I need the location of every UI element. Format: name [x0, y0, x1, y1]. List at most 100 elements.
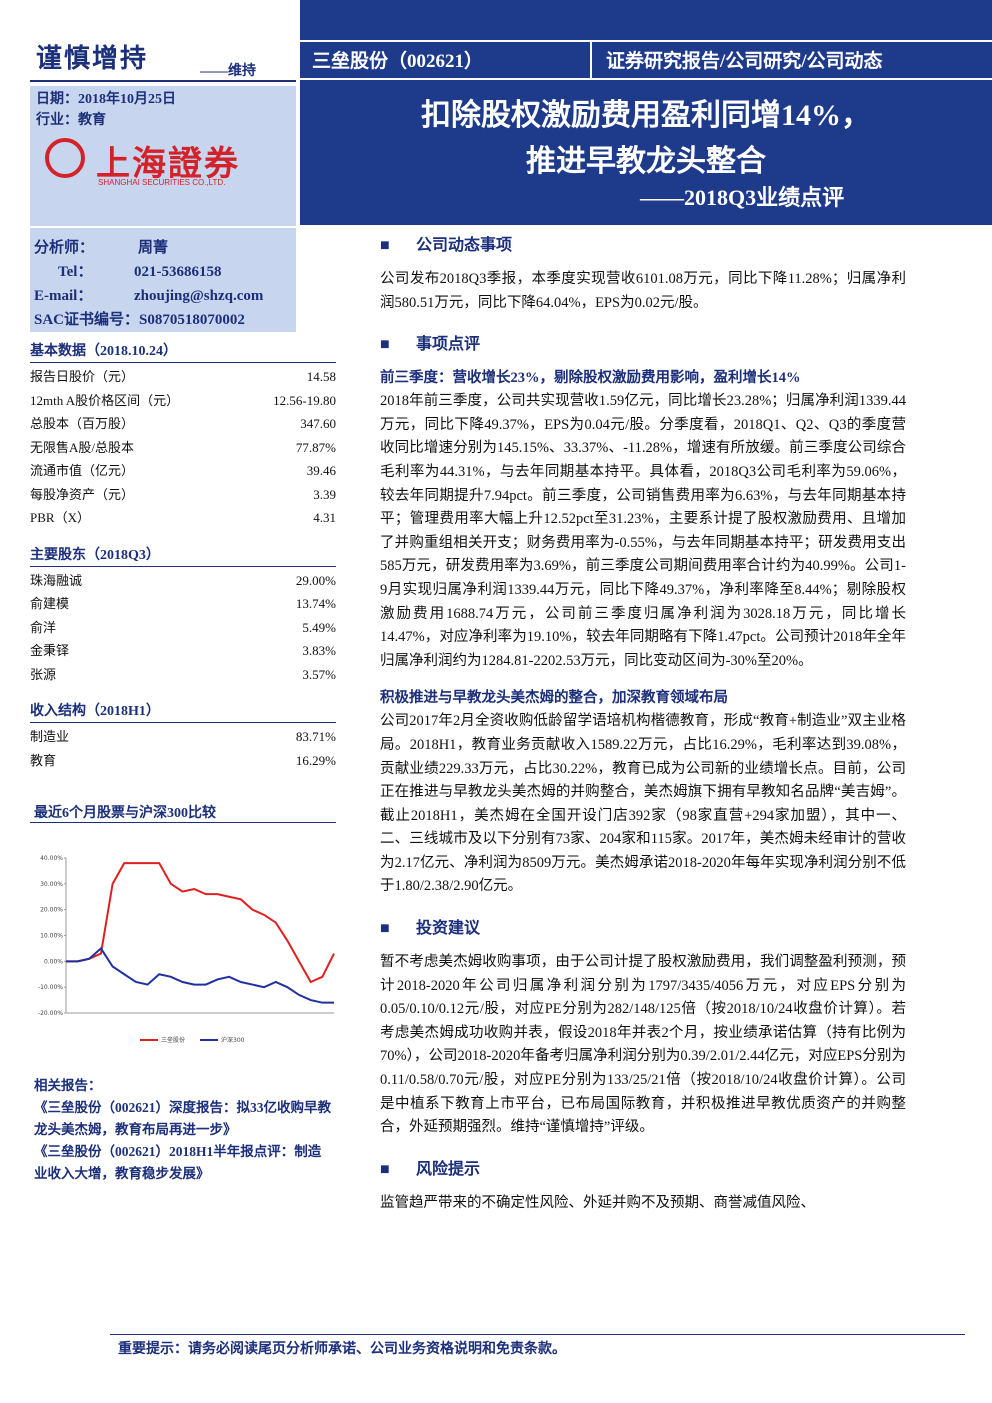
row-label: 珠海融诚	[30, 572, 83, 588]
y-tick-label: 40.00%	[40, 855, 63, 862]
company: 三垒股份（002621）	[312, 51, 484, 72]
analyst-row: 分析师： 周菁	[34, 236, 294, 260]
paragraph: 暂不考虑美杰姆收购事项，由于公司计提了股权激励费用，我们调整盈利预测，预计201…	[380, 954, 906, 1136]
series-line	[66, 862, 335, 984]
label: E-mail：	[34, 288, 93, 304]
row-label: 俞洋	[30, 619, 57, 635]
y-tick-label: -20.00%	[38, 1010, 63, 1017]
related-item: 《三垒股份（002621）深度报告：拟33亿收购早教龙头美杰姆，教育布局再进一步…	[34, 1100, 331, 1137]
rule	[590, 40, 592, 78]
date: 日期：2018年10月25日	[36, 92, 176, 107]
data-table: 基本数据（2018.10.24） 报告日股价（元） 14.58 12mth A股价格区…	[30, 340, 336, 530]
table-row: 珠海融诚 29.00%	[30, 569, 336, 593]
row-value: 77.87%	[295, 439, 336, 455]
row-label: 俞建模	[30, 596, 70, 611]
logo-en: SHANGHAI SECURITIES CO.,LTD.	[98, 178, 226, 187]
row-value: 3.57%	[302, 666, 336, 682]
legend-label: 三垒股份	[161, 1036, 185, 1044]
rule	[30, 80, 296, 82]
row-value: 39.46	[306, 463, 336, 478]
row-label: 每股净资产（元）	[30, 486, 135, 502]
row-label: 张源	[30, 666, 57, 682]
paragraph: 公司2017年2月全资收购低龄留学语培机构楷德教育，形成“教育+制造业”双主业格…	[380, 713, 906, 895]
row-value: 13.74%	[295, 596, 336, 611]
row-label: PBR（X）	[30, 510, 90, 525]
row-value: 14.58	[306, 369, 336, 384]
row-label: 总股本（百万股）	[30, 416, 135, 431]
related-item: 《三垒股份（002621）2018H1半年报点评：制造业收入大增，教育稳步发展》	[34, 1144, 322, 1181]
logo-mark	[45, 138, 85, 178]
row-label: 12mth A股价格区间（元）	[30, 392, 180, 408]
related-title: 相关报告：	[34, 1078, 102, 1093]
chart: 40.00% 30.00% 20.00% 10.00% 0.00% -10.00% -20.…	[38, 855, 335, 1044]
title: 扣除股权激励费用盈利同增14%，	[421, 99, 871, 132]
row-value: 4.31	[313, 510, 336, 525]
paragraph: 监管趋严带来的不确定性风险、外延并购不及预期、商誉减值风险、	[380, 1194, 815, 1211]
rating: 谨慎增持	[36, 44, 149, 73]
row-value: 347.60	[300, 416, 336, 431]
y-tick-label: 30.00%	[40, 881, 63, 888]
table-row: 无限售A股/总股本 77.87%	[30, 436, 336, 460]
table-row: 制造业 83.71%	[30, 725, 336, 749]
banner	[300, 0, 992, 225]
rule	[110, 1334, 965, 1335]
row-label: 流通市值（亿元）	[30, 463, 135, 478]
subheading: 前三季度：营收增长23%，剔除股权激励费用影响，盈利增长14%	[380, 370, 801, 387]
table-row: 流通市值（亿元） 39.46	[30, 459, 336, 483]
table-row: 俞洋 5.49%	[30, 616, 336, 640]
row-value: 3.39	[313, 486, 336, 502]
rule	[30, 822, 336, 823]
bullet: ■	[380, 1160, 390, 1178]
section-heading: ■ 事项点评	[380, 333, 906, 357]
table-title: 主要股东（2018Q3）	[30, 544, 336, 567]
related-reports: 相关报告： 《三垒股份（002621）深度报告：拟33亿收购早教龙头美杰姆，教育布…	[34, 1075, 334, 1185]
row-label: 无限售A股/总股本	[30, 439, 135, 455]
paragraph: 公司发布2018Q3季报，本季度实现营收6101.08万元，同比下降11.28%…	[380, 271, 906, 311]
series-line	[66, 946, 334, 1004]
table-row: 总股本（百万股） 347.60	[30, 412, 336, 436]
report-type: 证券研究报告/公司研究/公司动态	[606, 51, 883, 72]
heading-text: 公司动态事项	[416, 237, 513, 254]
y-tick-label: 20.00%	[40, 907, 63, 914]
row-label: 制造业	[30, 729, 70, 744]
y-tick-label: 10.00%	[40, 933, 63, 940]
industry: 行业：教育	[36, 113, 106, 128]
row-value: 3.83%	[302, 643, 336, 658]
sac: SAC证书编号：S0870518070002	[34, 312, 245, 328]
table-row: 教育 16.29%	[30, 749, 336, 773]
section-heading: ■ 投资建议	[380, 917, 906, 941]
chart-title: 最近6个月股票与沪深300比较	[34, 806, 216, 821]
rule	[300, 78, 992, 80]
section-heading: ■ 风险提示	[380, 1158, 906, 1182]
table-row: 张源 3.57%	[30, 663, 336, 687]
heading-text: 风险提示	[416, 1160, 481, 1178]
table-title: 基本数据（2018.10.24）	[30, 340, 336, 363]
rule	[300, 40, 992, 42]
table-row: 报告日股价（元） 14.58	[30, 365, 336, 389]
legend-label: 沪深300	[221, 1036, 245, 1044]
bullet: ■	[380, 237, 390, 254]
analyst-row: Tel： 021-53686158	[34, 260, 294, 284]
row-value: 29.00%	[295, 572, 336, 588]
paragraph: 2018年前三季度，公司共实现营收1.59亿元，同比增长23.28%；归属净利润…	[380, 393, 906, 669]
heading-text: 投资建议	[416, 920, 481, 938]
logo-text: 上海證券	[96, 146, 240, 183]
data-table: 收入结构（2018H1） 制造业 83.71% 教育 16.29%	[30, 700, 336, 772]
subheading: 积极推进与早教龙头美杰姆的整合，加深教育领域布局	[380, 690, 728, 707]
y-tick-label: -10.00%	[38, 984, 63, 991]
row-label: 报告日股价（元）	[30, 369, 135, 384]
row-label: 教育	[30, 752, 57, 768]
row-value: 5.49%	[302, 619, 336, 635]
analyst: 分析师： 周菁 Tel： 021-53686158 E-mail： zhoujing@sh…	[34, 236, 294, 332]
bullet: ■	[380, 336, 390, 354]
table-title: 收入结构（2018H1）	[30, 700, 336, 723]
analyst-row: E-mail： zhoujing@shzq.com	[34, 284, 294, 308]
table-row: 金秉铎 3.83%	[30, 639, 336, 663]
row-value: 12.56-19.80	[273, 392, 336, 408]
analyst-box	[30, 228, 296, 332]
row-label: 金秉铎	[30, 643, 70, 658]
sidebar: 基本数据（2018.10.24） 报告日股价（元） 14.58 12mth A股价格区…	[30, 340, 336, 772]
table-row: 每股净资产（元） 3.39	[30, 483, 336, 507]
subtitle: ——2018Q3业绩点评	[640, 185, 845, 210]
